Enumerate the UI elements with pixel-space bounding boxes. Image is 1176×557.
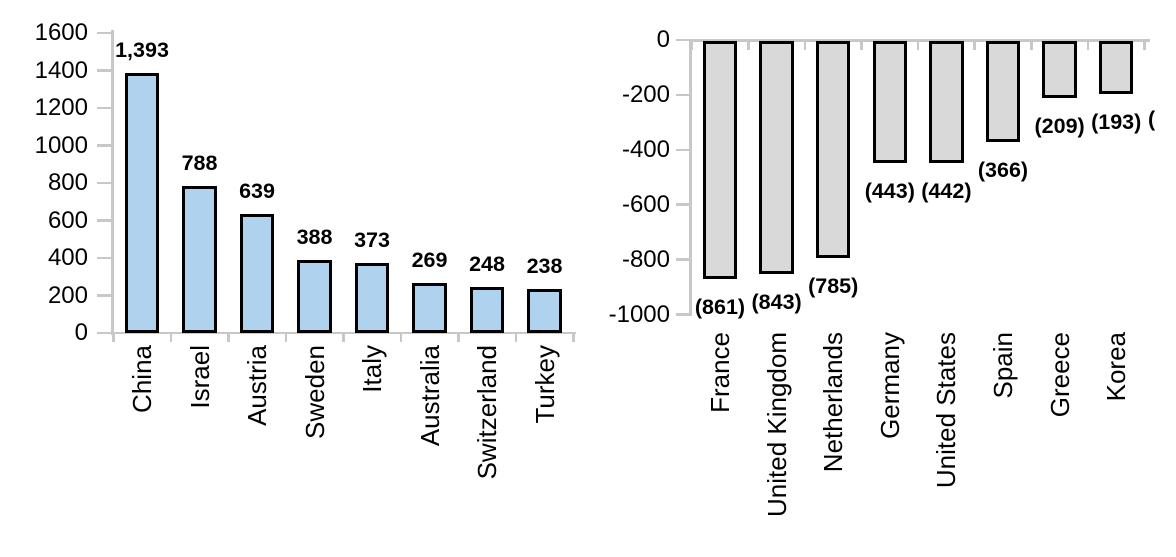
bar-israel xyxy=(182,185,217,333)
bar-france xyxy=(702,40,738,279)
category-axis-line xyxy=(689,39,1150,42)
bar-value-label: (861) xyxy=(694,294,746,319)
y-tick-label: -1000 xyxy=(608,300,670,328)
bar-netherlands xyxy=(815,40,851,258)
y-axis-tick xyxy=(676,258,689,261)
bar-value-label: 788 xyxy=(181,150,218,175)
category-axis-tick xyxy=(227,334,230,343)
category-label: Netherlands xyxy=(818,332,849,473)
category-label: Greece xyxy=(1044,332,1075,418)
category-axis-tick xyxy=(514,334,517,343)
category-label: Korea xyxy=(1101,332,1132,402)
bar-value-label: 639 xyxy=(239,178,275,203)
y-tick-label: 600 xyxy=(47,206,88,234)
y-axis-tick xyxy=(97,144,111,147)
y-tick-label: 1600 xyxy=(34,19,88,46)
category-label: France xyxy=(705,332,735,413)
category-label: Germany xyxy=(874,332,905,439)
category-axis-tick xyxy=(284,334,287,343)
y-tick-label: 200 xyxy=(47,281,88,309)
y-axis-tick xyxy=(676,38,689,42)
y-axis-tick xyxy=(676,313,689,316)
category-axis-tick xyxy=(572,334,575,343)
clipped-data-label: ( xyxy=(1148,107,1156,131)
y-tick-label: -600 xyxy=(621,190,670,218)
y-axis-tick xyxy=(97,69,111,72)
bar-value-label: 269 xyxy=(411,247,448,272)
y-axis-tick xyxy=(97,31,111,35)
bar-value-label: 1,393 xyxy=(115,37,169,62)
bar-austria xyxy=(239,213,275,333)
category-label: United Kingdom xyxy=(761,332,792,517)
y-axis-tick xyxy=(97,219,111,222)
bar-australia xyxy=(412,282,447,333)
bar-united-states xyxy=(929,40,964,163)
y-tick-label: 0 xyxy=(656,26,670,53)
category-axis-tick xyxy=(399,334,402,343)
bar-switzerland xyxy=(469,286,505,333)
bar-korea xyxy=(1098,40,1134,94)
bar-united-kingdom xyxy=(759,40,794,274)
bar-turkey xyxy=(527,288,562,333)
y-axis-tick xyxy=(676,203,689,206)
bar-value-label: 238 xyxy=(526,253,563,278)
y-axis-tick xyxy=(97,294,111,297)
bar-value-label: (785) xyxy=(808,273,859,298)
bar-value-label: (443) xyxy=(864,179,915,204)
bar-spain xyxy=(985,40,1021,142)
bar-value-label: (209) xyxy=(1034,114,1085,139)
y-tick-label: 800 xyxy=(47,169,88,196)
bar-value-label: (366) xyxy=(977,157,1029,182)
category-label: United States xyxy=(931,332,962,489)
category-axis-tick xyxy=(1143,41,1146,50)
y-axis-tick xyxy=(97,181,111,185)
category-axis-tick xyxy=(112,334,115,343)
category-axis-tick xyxy=(342,334,345,343)
y-tick-label: 0 xyxy=(74,319,88,346)
category-axis-tick xyxy=(860,41,863,50)
bar-italy xyxy=(354,263,390,333)
bar-china xyxy=(124,72,160,333)
y-axis-tick xyxy=(97,256,111,260)
bar-germany xyxy=(872,40,908,164)
category-axis-tick xyxy=(916,41,920,50)
bar-value-label: 373 xyxy=(354,228,390,253)
category-axis-tick xyxy=(1030,41,1033,50)
y-tick-label: -200 xyxy=(621,80,670,108)
category-axis-tick xyxy=(747,41,750,50)
y-axis-tick xyxy=(97,106,111,110)
bar-greece xyxy=(1042,40,1077,99)
bar-sweden xyxy=(297,260,332,333)
y-axis-tick xyxy=(676,148,689,152)
category-axis-tick xyxy=(1086,41,1090,50)
bar-value-label: (442) xyxy=(921,178,972,203)
y-tick-label: 1000 xyxy=(34,131,88,159)
bar-value-label: 248 xyxy=(469,251,505,276)
y-axis-line xyxy=(111,30,114,335)
category-axis-tick xyxy=(803,41,807,50)
category-axis-tick xyxy=(457,334,460,343)
bar-value-label: 388 xyxy=(296,225,333,250)
category-label: Spain xyxy=(988,332,1018,399)
category-axis-tick xyxy=(690,41,693,50)
y-tick-label: -800 xyxy=(621,245,670,273)
y-axis-line xyxy=(689,39,692,316)
y-tick-label: 1400 xyxy=(34,56,88,84)
y-axis-tick xyxy=(97,331,111,335)
category-axis-line xyxy=(111,331,576,335)
y-tick-label: 400 xyxy=(47,244,88,271)
bar-value-label: (843) xyxy=(751,290,802,314)
y-tick-label: -400 xyxy=(621,135,670,163)
category-axis-tick xyxy=(973,41,976,50)
bar-value-label: (193) xyxy=(1091,109,1142,134)
y-tick-label: 1200 xyxy=(34,94,88,121)
y-axis-tick xyxy=(676,93,689,97)
category-axis-tick xyxy=(169,334,172,343)
